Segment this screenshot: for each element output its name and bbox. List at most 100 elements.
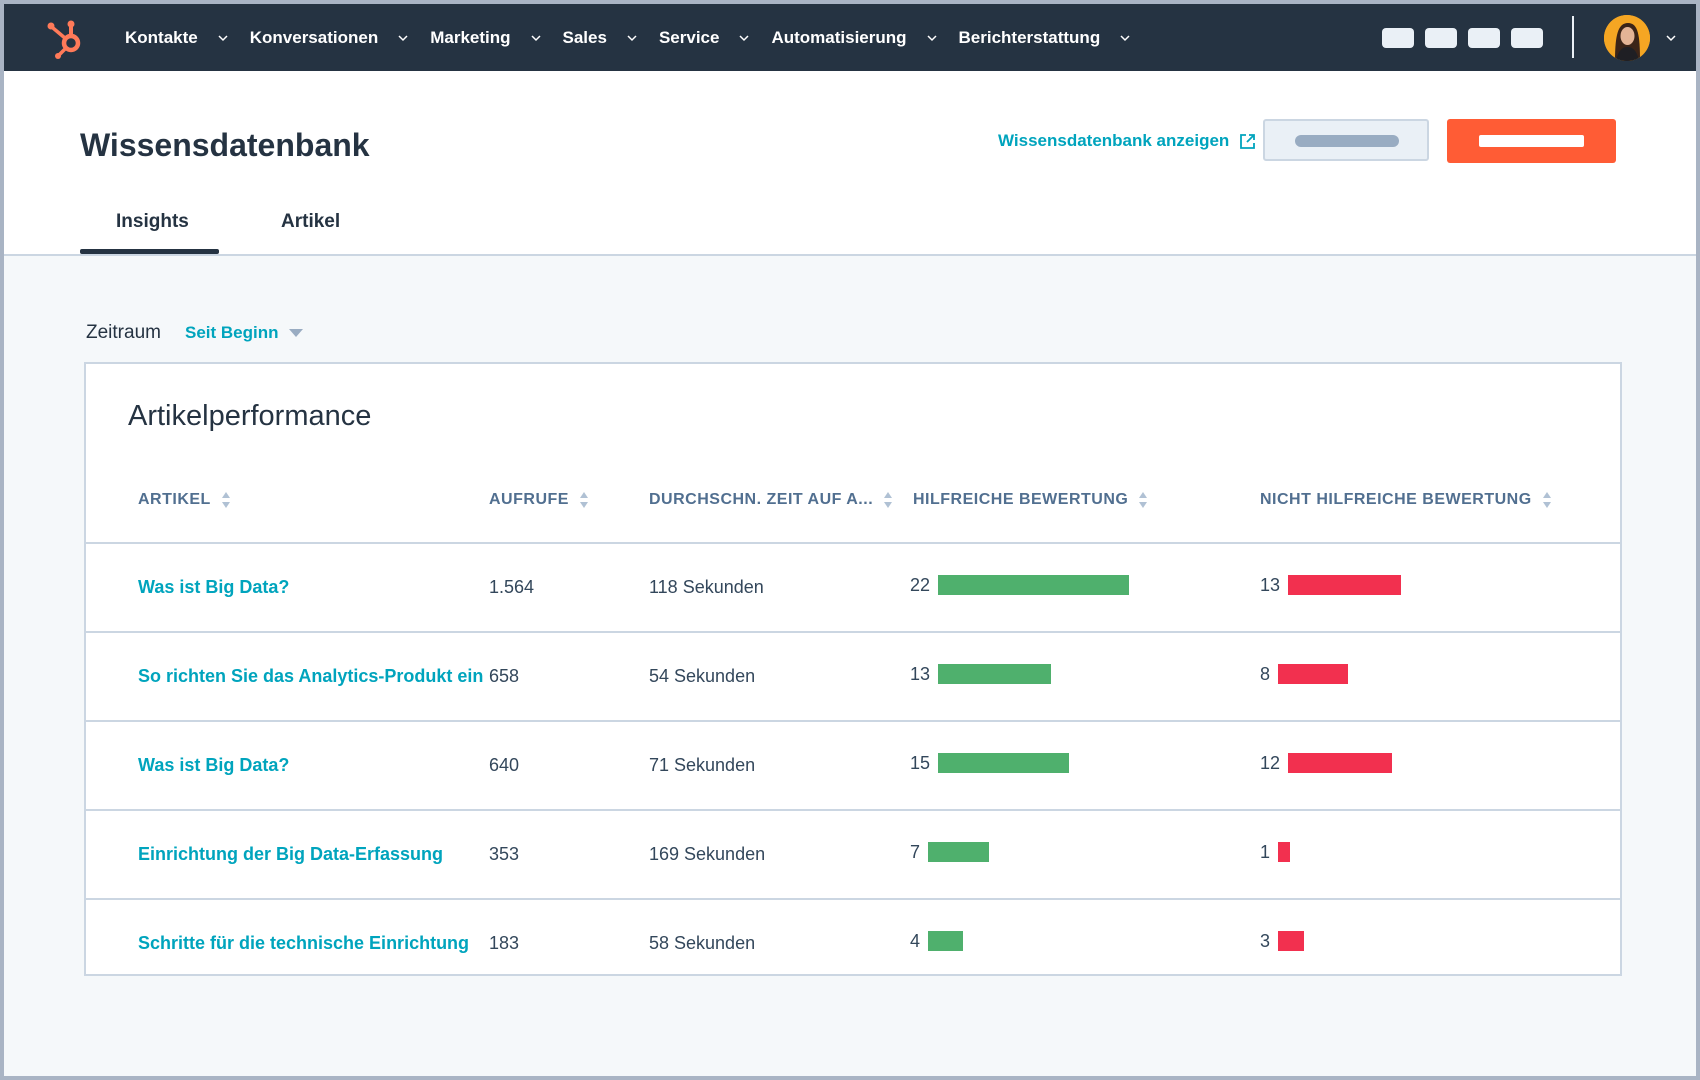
not-helpful-count: 13: [1260, 574, 1281, 595]
nav-service[interactable]: Service: [659, 28, 750, 48]
nav-kontakte[interactable]: Kontakte: [125, 28, 228, 48]
avg-time-value: 54 Sekunden: [649, 666, 756, 686]
nav-berichterstattung[interactable]: Berichterstattung: [959, 28, 1131, 48]
not-helpful-count: 3: [1260, 930, 1271, 951]
card-title: Artikelperformance: [128, 400, 372, 432]
article-performance-card: Artikelperformance ARTIKEL AUFRUFE DURCH…: [84, 362, 1622, 976]
sort-icon: [221, 492, 230, 508]
column-header-aufrufe[interactable]: AUFRUFE: [489, 491, 589, 509]
helpful-count: 7: [910, 841, 921, 862]
chevron-down-icon: [739, 34, 749, 41]
active-tab-indicator: [80, 249, 219, 254]
not-helpful-rating: 12: [1260, 750, 1393, 776]
helpful-rating: 15: [910, 750, 1070, 776]
nav-automatisierung[interactable]: Automatisierung: [771, 27, 937, 48]
not-helpful-rating: 13: [1260, 572, 1402, 598]
tab-insights[interactable]: Insights: [116, 211, 189, 232]
nav-label: Konversationen: [249, 27, 379, 47]
views-value: 1.564: [489, 577, 535, 597]
article-title-link[interactable]: Was ist Big Data?: [138, 755, 290, 775]
not-helpful-rating: 1: [1260, 839, 1291, 865]
chevron-down-icon[interactable]: [1666, 33, 1676, 43]
article-title-link[interactable]: Was ist Big Data?: [138, 577, 290, 597]
column-label: AUFRUFE: [489, 491, 569, 508]
avg-time-value: 71 Sekunden: [649, 755, 756, 775]
primary-button[interactable]: [1447, 119, 1616, 163]
sort-icon: [1542, 492, 1551, 508]
helpful-count: 4: [910, 930, 921, 951]
views-value: 640: [489, 755, 520, 775]
article-title-link[interactable]: So richten Sie das Analytics-Produkt ein: [138, 666, 484, 686]
column-label: DURCHSCHN. ZEIT AUF A...: [649, 491, 874, 508]
secondary-button[interactable]: [1263, 119, 1429, 161]
header-divider: [86, 542, 1620, 544]
not-helpful-rating: 8: [1260, 661, 1349, 687]
view-knowledge-base-link[interactable]: Wissensdatenbank anzeigen: [998, 131, 1256, 151]
not-helpful-bar: [1288, 575, 1402, 595]
app-window: Kontakte Konversationen Marketing Sales …: [4, 4, 1696, 1076]
article-title-link[interactable]: Einrichtung der Big Data-Erfassung: [138, 844, 444, 864]
column-header-nicht-hilfreich[interactable]: NICHT HILFREICHE BEWERTUNG: [1260, 491, 1552, 509]
column-header-zeit[interactable]: DURCHSCHN. ZEIT AUF A...: [649, 491, 893, 509]
hubspot-logo-icon[interactable]: [44, 16, 88, 60]
nav-konversationen[interactable]: Konversationen: [250, 28, 408, 48]
article-title-link[interactable]: Schritte für die technische Einrichtung: [138, 933, 470, 953]
table-row: Einrichtung der Big Data-Erfassung 353 1…: [86, 811, 1620, 900]
tab-artikel[interactable]: Artikel: [281, 211, 341, 232]
utility-button[interactable]: [1425, 28, 1457, 48]
not-helpful-bar: [1278, 931, 1305, 951]
chevron-down-icon: [926, 34, 937, 41]
views-value: 353: [489, 844, 520, 864]
avg-time-value: 58 Sekunden: [649, 933, 756, 953]
chevron-down-icon: [530, 34, 541, 41]
not-helpful-bar: [1288, 753, 1393, 773]
avg-time-value: 118 Sekunden: [649, 577, 764, 597]
external-link-icon: [1240, 133, 1256, 149]
helpful-rating: 22: [910, 572, 1130, 598]
not-helpful-count: 12: [1260, 752, 1281, 773]
column-header-hilfreich[interactable]: HILFREICHE BEWERTUNG: [913, 491, 1148, 509]
not-helpful-count: 1: [1260, 841, 1271, 862]
nav-label: Marketing: [430, 27, 511, 47]
link-label: Wissensdatenbank anzeigen: [998, 131, 1230, 150]
column-label: HILFREICHE BEWERTUNG: [913, 491, 1129, 508]
sort-icon: [884, 492, 893, 508]
chevron-down-icon: [1120, 34, 1130, 41]
nav-sales[interactable]: Sales: [563, 28, 637, 48]
avg-time-value: 169 Sekunden: [649, 844, 766, 864]
helpful-count: 13: [910, 663, 931, 684]
helpful-bar: [928, 931, 964, 951]
page-title: Wissensdatenbank: [80, 127, 370, 163]
helpful-rating: 7: [910, 839, 990, 865]
table-row: So richten Sie das Analytics-Produkt ein…: [86, 633, 1620, 722]
user-avatar[interactable]: [1604, 15, 1650, 61]
helpful-bar: [938, 575, 1130, 595]
chevron-down-icon: [218, 34, 228, 41]
page-header: Wissensdatenbank Wissensdatenbank anzeig…: [4, 71, 1696, 256]
caret-down-icon: [288, 329, 303, 337]
chevron-down-icon: [398, 34, 408, 41]
table-row: Was ist Big Data? 1.564 118 Sekunden 22 …: [86, 544, 1620, 633]
utility-button[interactable]: [1511, 28, 1543, 48]
utility-button[interactable]: [1468, 28, 1500, 48]
sort-icon: [579, 492, 588, 508]
nav-label: Sales: [562, 27, 607, 47]
not-helpful-bar: [1278, 664, 1349, 684]
helpful-bar: [938, 753, 1070, 773]
date-range-label: Zeitraum: [86, 322, 161, 343]
nav-label: Automatisierung: [771, 27, 907, 47]
nav-label: Service: [658, 27, 720, 47]
nav-divider: [1572, 16, 1574, 58]
nav-label: Berichterstattung: [958, 27, 1101, 47]
sort-icon: [1139, 492, 1148, 508]
nav-marketing[interactable]: Marketing: [430, 27, 541, 48]
utility-button[interactable]: [1382, 28, 1414, 48]
helpful-rating: 13: [910, 661, 1052, 687]
column-header-artikel[interactable]: ARTIKEL: [138, 491, 231, 509]
button-label-placeholder: [1479, 135, 1584, 147]
column-label: ARTIKEL: [138, 491, 211, 508]
button-label-placeholder: [1295, 135, 1399, 147]
date-range-dropdown[interactable]: Seit Beginn: [185, 323, 303, 343]
chevron-down-icon: [627, 34, 637, 41]
helpful-count: 15: [910, 752, 931, 773]
